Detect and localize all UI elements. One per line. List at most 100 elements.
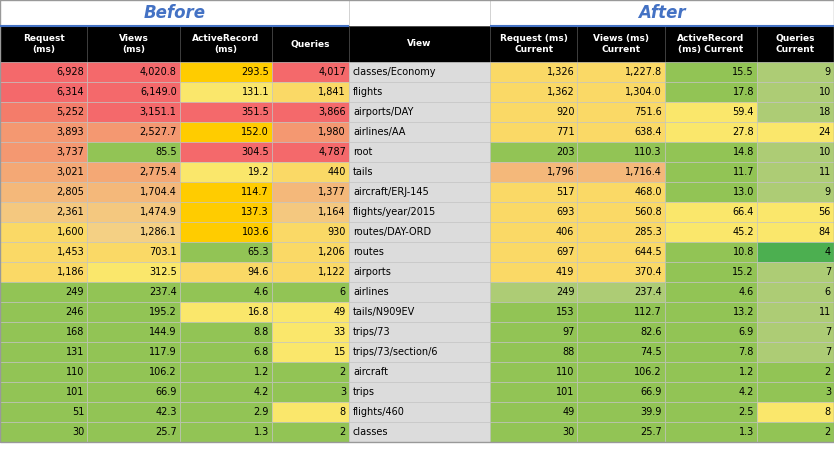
Bar: [490, 422, 577, 442]
Text: 56: 56: [819, 207, 831, 217]
Text: 137.3: 137.3: [241, 207, 269, 217]
Text: 144.9: 144.9: [149, 327, 177, 337]
Bar: [490, 262, 577, 282]
Text: 195.2: 195.2: [149, 307, 177, 317]
Text: 114.7: 114.7: [241, 187, 269, 197]
Bar: [272, 122, 349, 142]
Text: 304.5: 304.5: [241, 147, 269, 157]
Text: 2: 2: [825, 427, 831, 437]
Bar: [0, 282, 88, 302]
Bar: [272, 142, 349, 162]
Bar: [665, 422, 757, 442]
Bar: [577, 102, 665, 122]
Text: 30: 30: [562, 427, 575, 437]
Text: 1,377: 1,377: [318, 187, 346, 197]
Text: flights: flights: [353, 87, 384, 97]
Bar: [179, 62, 272, 82]
Text: 66.9: 66.9: [641, 387, 661, 397]
Text: 4,787: 4,787: [318, 147, 346, 157]
Text: ActiveRecord
(ms) Current: ActiveRecord (ms) Current: [677, 34, 745, 55]
Text: 2,805: 2,805: [57, 187, 84, 197]
Bar: [490, 402, 577, 422]
Bar: [272, 202, 349, 222]
Text: classes: classes: [353, 427, 389, 437]
Text: 49: 49: [334, 307, 346, 317]
Text: 2: 2: [339, 427, 346, 437]
Bar: [272, 182, 349, 202]
Text: 13.2: 13.2: [732, 307, 754, 317]
Bar: [757, 262, 834, 282]
Bar: [757, 402, 834, 422]
Bar: [272, 242, 349, 262]
Text: 6.8: 6.8: [254, 347, 269, 357]
Bar: [577, 402, 665, 422]
Bar: [757, 302, 834, 322]
Text: 1,186: 1,186: [57, 267, 84, 277]
Bar: [272, 342, 349, 362]
Bar: [665, 102, 757, 122]
Text: 25.7: 25.7: [640, 427, 661, 437]
Text: 110: 110: [66, 367, 84, 377]
Bar: [349, 322, 490, 342]
Bar: [272, 62, 349, 82]
Text: 8: 8: [340, 407, 346, 417]
Text: 1,164: 1,164: [319, 207, 346, 217]
Text: 97: 97: [562, 327, 575, 337]
Text: 3,151.1: 3,151.1: [140, 107, 177, 117]
Bar: [490, 222, 577, 242]
Text: 4.6: 4.6: [254, 287, 269, 297]
Text: 7: 7: [825, 347, 831, 357]
Text: 94.6: 94.6: [248, 267, 269, 277]
Bar: [757, 102, 834, 122]
Bar: [272, 382, 349, 402]
Text: 17.8: 17.8: [732, 87, 754, 97]
Text: 1,453: 1,453: [57, 247, 84, 257]
Bar: [757, 26, 834, 62]
Text: 10: 10: [819, 147, 831, 157]
Text: Views
(ms): Views (ms): [118, 34, 148, 55]
Text: 351.5: 351.5: [241, 107, 269, 117]
Bar: [577, 302, 665, 322]
Text: 3,866: 3,866: [319, 107, 346, 117]
Bar: [0, 162, 88, 182]
Bar: [577, 162, 665, 182]
Bar: [757, 382, 834, 402]
Text: 697: 697: [556, 247, 575, 257]
Bar: [179, 302, 272, 322]
Bar: [665, 222, 757, 242]
Text: 203: 203: [556, 147, 575, 157]
Bar: [490, 302, 577, 322]
Bar: [665, 62, 757, 82]
Text: 152.0: 152.0: [241, 127, 269, 137]
Bar: [665, 122, 757, 142]
Text: tails: tails: [353, 167, 374, 177]
Bar: [665, 322, 757, 342]
Text: 1,362: 1,362: [546, 87, 575, 97]
Bar: [0, 342, 88, 362]
Text: 101: 101: [66, 387, 84, 397]
Text: 74.5: 74.5: [640, 347, 661, 357]
Text: 106.2: 106.2: [149, 367, 177, 377]
Text: routes/DAY-ORD: routes/DAY-ORD: [353, 227, 431, 237]
Bar: [272, 422, 349, 442]
Bar: [179, 82, 272, 102]
Bar: [179, 142, 272, 162]
Bar: [88, 282, 179, 302]
Bar: [179, 342, 272, 362]
Text: Views (ms)
Current: Views (ms) Current: [593, 34, 649, 55]
Text: 1,286.1: 1,286.1: [140, 227, 177, 237]
Text: routes: routes: [353, 247, 384, 257]
Bar: [490, 142, 577, 162]
Text: 110.3: 110.3: [634, 147, 661, 157]
Bar: [349, 26, 490, 62]
Bar: [0, 362, 88, 382]
Text: 920: 920: [556, 107, 575, 117]
Text: Before: Before: [143, 4, 205, 22]
Text: 246: 246: [66, 307, 84, 317]
Bar: [490, 0, 834, 26]
Bar: [490, 122, 577, 142]
Bar: [577, 382, 665, 402]
Bar: [0, 302, 88, 322]
Bar: [179, 182, 272, 202]
Text: 1,122: 1,122: [318, 267, 346, 277]
